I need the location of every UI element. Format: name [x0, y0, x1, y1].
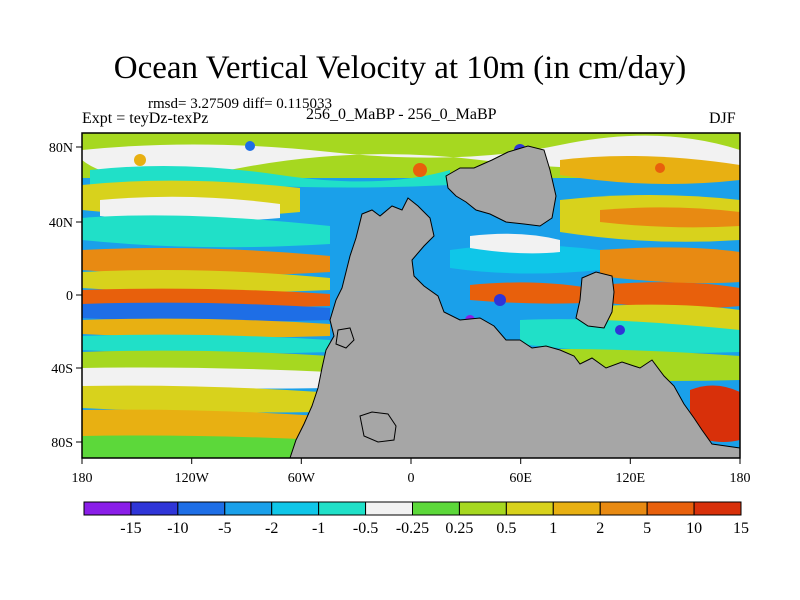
- x-tick-label: 60E: [509, 471, 532, 486]
- y-tick-label: 40N: [49, 216, 73, 231]
- colorbar-box: [130, 501, 179, 516]
- colorbar-label: 15: [733, 520, 749, 537]
- colorbar-box: [412, 501, 460, 516]
- x-tick-label: 180: [72, 471, 93, 486]
- colorbar-box: [599, 501, 648, 516]
- colorbar-label: 0.25: [445, 520, 473, 537]
- x-tick-label: 120W: [175, 471, 210, 486]
- colorbar-box: [83, 501, 132, 516]
- colorbar-box: [224, 501, 273, 516]
- x-tick-label: 60W: [288, 471, 316, 486]
- colorbar-box: [365, 501, 414, 516]
- stats-label: rmsd= 3.27509 diff= 0.115033: [148, 96, 332, 112]
- colorbar-label: -15: [120, 520, 141, 537]
- colorbar-label: 0.5: [496, 520, 516, 537]
- colorbar-label: 1: [549, 520, 557, 537]
- colorbar-label: 5: [643, 520, 651, 537]
- colorbar-box: [646, 501, 695, 516]
- y-tick-label: 80S: [51, 436, 73, 451]
- case-label: 256_0_MaBP - 256_0_MaBP: [306, 106, 497, 123]
- colorbar-box: [318, 501, 367, 516]
- colorbar-box: [271, 501, 320, 516]
- colorbar-box: [552, 501, 601, 516]
- y-tick-label: 80N: [49, 141, 73, 156]
- x-tick-label: 120E: [616, 471, 646, 486]
- colorbar-label: -10: [167, 520, 188, 537]
- colorbar-label: -1: [312, 520, 325, 537]
- x-tick-label: 0: [408, 471, 415, 486]
- y-tick-label: 0: [66, 289, 73, 304]
- expt-label: Expt = teyDz-texPz: [82, 110, 209, 127]
- colorbar-label: 10: [686, 520, 702, 537]
- colorbar-box: [458, 501, 507, 516]
- colorbar-label: -0.5: [353, 520, 378, 537]
- chart-title: Ocean Vertical Velocity at 10m (in cm/da…: [113, 50, 687, 86]
- colorbar-label: -0.25: [396, 520, 429, 537]
- colorbar-label: 2: [596, 520, 604, 537]
- season-label: DJF: [709, 110, 736, 127]
- colorbar-box: [693, 501, 742, 516]
- colorbar: -15 -10 -5 -2 -1 -0.5 -0.25 0.25 0.5 1 2 5 10 15: [83, 501, 749, 537]
- colorbar-box: [177, 501, 226, 516]
- y-tick-label: 40S: [51, 362, 73, 377]
- colorbar-label: -5: [218, 520, 231, 537]
- x-tick-label: 180: [730, 471, 751, 486]
- axis-ticks: [76, 146, 741, 464]
- colorbar-label: -2: [265, 520, 278, 537]
- colorbar-box: [505, 501, 554, 516]
- land-masses: [289, 145, 740, 458]
